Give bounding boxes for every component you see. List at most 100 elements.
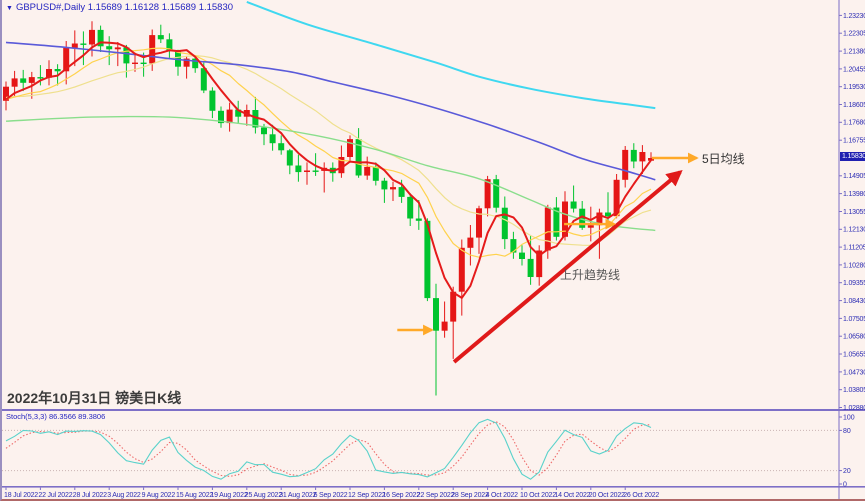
price-axis-label: 1.03805 [843,387,865,394]
date-axis-label: 16 Sep 2022 [382,492,420,499]
candle-body [372,166,379,181]
ma5-arrow-label[interactable]: 5日均线 [702,152,745,166]
ma-long-line[interactable] [246,0,656,110]
date-axis-label: 4 Oct 2022 [486,492,519,499]
candle-body [295,165,302,173]
date-axis-label: 22 Jul 2022 [38,492,72,499]
stoch-axis-label: 20 [843,468,851,475]
candle-body [562,201,568,237]
stoch-d-line [5,421,652,477]
price-axis-label: 1.08430 [843,298,865,305]
candle-body [527,258,534,277]
candle-body [192,58,199,69]
candle-body [106,46,113,50]
candle-body [484,179,491,209]
candle-body [149,35,156,64]
stoch-k-line [5,418,652,480]
candle-body [28,77,35,83]
price-axis-label: 1.22305 [843,31,865,38]
candle-body [140,62,147,64]
candle-body [476,208,482,238]
candle-body [501,207,508,240]
candle-body [157,35,164,40]
candle-body [278,143,285,151]
candle-body [71,43,78,48]
stoch-axis-label: 100 [843,414,855,421]
candle-body [364,166,371,176]
ohlc-values: 1.15689 1.16128 1.15689 1.15830 [87,2,234,13]
candle-body [312,170,319,172]
candle-body [80,43,87,45]
candle-body [304,170,310,172]
candle-body [37,77,44,79]
candles-layer [3,21,654,396]
candle-body [493,179,500,208]
candle-body [587,225,594,228]
candle-body [347,139,353,157]
uptrend-line-object[interactable] [452,170,683,364]
price-axis-label: 1.09355 [843,280,865,287]
date-axis-label: 20 Oct 2022 [589,492,625,499]
ma5-line[interactable] [5,41,652,299]
candle-body [132,62,138,64]
date-axis-label: 10 Oct 2022 [520,492,556,499]
candle-body [441,321,448,331]
date-axis-label: 19 Aug 2022 [210,492,247,499]
stoch-values: 86.3566 89.3806 [48,412,106,421]
price-axis-label: 1.17680 [843,120,865,127]
price-axis-label: 1.06580 [843,334,865,341]
candle-body [114,47,121,50]
candle-body [235,109,242,117]
candle-body [390,187,396,190]
candle-body [622,149,629,180]
candle-body [209,90,216,111]
price-axis-label: 1.14905 [843,173,865,180]
price-axis-label: 1.19530 [843,84,865,91]
collapse-triangle-icon[interactable]: ▼ [6,5,13,12]
candle-body [458,247,465,292]
date-axis-label: 28 Sep 2022 [451,492,489,499]
candle-body [3,86,9,101]
candle-body [424,220,431,299]
candle-body [630,149,637,162]
candle-body [519,252,525,259]
candle-body [433,298,439,331]
ma10-line[interactable] [5,47,652,258]
price-axis-label: 1.21380 [843,49,865,56]
candle-body [536,250,543,278]
ma60-line[interactable] [5,41,656,181]
date-axis[interactable]: 18 Jul 2022 22 Jul 2022 28 Jul 2022 3 Aug 2… [4,487,660,499]
candle-body [89,29,95,45]
price-axis-label: 1.04730 [843,369,865,376]
candle-body [596,212,603,226]
price-axis-label: 1.05655 [843,351,865,358]
candle-body [54,69,61,72]
candle-body [269,134,276,144]
stoch-panel[interactable]: 100 80 20 0 [2,414,855,488]
chart-caption-text[interactable]: 2022年10月31日 镑美日K线 [7,390,182,406]
candle-body [467,237,474,248]
ma40-line[interactable] [5,115,656,232]
date-axis-label: 28 Jul 2022 [73,492,107,499]
date-axis-label: 18 Jul 2022 [4,492,38,499]
candle-body [123,47,130,64]
price-axis-label: 1.20455 [843,66,865,73]
candle-body [450,291,457,322]
price-axis-label: 1.07505 [843,316,865,323]
ma20-line[interactable] [5,55,652,246]
date-axis-label: 9 Aug 2022 [142,492,176,499]
candle-body [398,187,405,197]
candle-body [639,152,646,162]
trendline-label[interactable]: 上升趋势线 [560,268,621,282]
candle-body [46,69,52,78]
price-axis-label: 1.23230 [843,13,865,20]
price-axis-label: 1.02880 [843,405,865,412]
price-axis-label: 1.10280 [843,262,865,269]
candle-body [648,158,654,161]
candle-body [579,208,586,228]
price-axis[interactable]: 1.23230 1.22305 1.21380 1.20455 1.19530 1.186… [839,13,865,412]
candle-body [252,110,259,128]
